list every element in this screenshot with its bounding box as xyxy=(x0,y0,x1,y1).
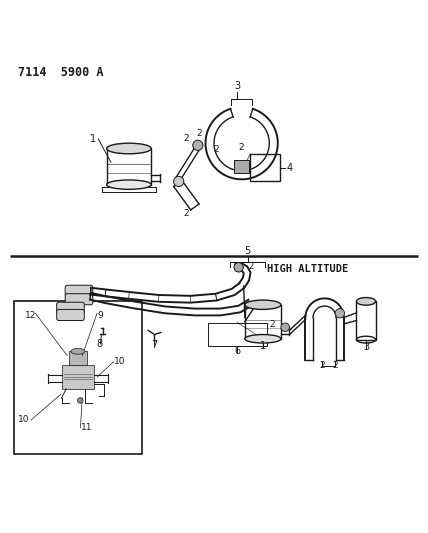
Bar xyxy=(68,351,87,365)
Ellipse shape xyxy=(357,297,376,305)
Bar xyxy=(14,301,142,454)
Circle shape xyxy=(281,323,289,332)
Text: 8: 8 xyxy=(96,340,102,349)
Bar xyxy=(250,154,280,181)
Bar xyxy=(357,301,376,340)
FancyBboxPatch shape xyxy=(65,294,93,305)
Text: 2: 2 xyxy=(249,262,254,271)
FancyBboxPatch shape xyxy=(56,310,84,320)
Text: 2: 2 xyxy=(196,128,202,138)
Text: 3: 3 xyxy=(363,342,369,352)
Text: 2: 2 xyxy=(213,144,219,154)
Text: 7: 7 xyxy=(152,340,158,350)
Text: 11: 11 xyxy=(80,423,92,432)
Ellipse shape xyxy=(107,180,151,189)
FancyBboxPatch shape xyxy=(56,302,84,313)
Ellipse shape xyxy=(245,335,281,343)
Text: 3: 3 xyxy=(234,81,241,91)
Text: 10: 10 xyxy=(18,415,30,424)
Bar xyxy=(234,160,249,173)
Text: 10: 10 xyxy=(114,357,125,366)
Ellipse shape xyxy=(107,143,151,154)
Text: 12: 12 xyxy=(25,311,36,320)
Text: 2: 2 xyxy=(184,134,189,143)
Text: 2: 2 xyxy=(239,142,244,151)
Circle shape xyxy=(193,140,203,150)
Text: 1: 1 xyxy=(90,134,96,144)
Circle shape xyxy=(174,176,184,187)
FancyBboxPatch shape xyxy=(65,285,93,296)
Ellipse shape xyxy=(245,300,281,310)
Text: 2: 2 xyxy=(184,209,189,219)
Text: 7114  5900 A: 7114 5900 A xyxy=(18,66,104,79)
Text: 9: 9 xyxy=(97,311,103,320)
Text: 2: 2 xyxy=(269,320,275,329)
Text: 6: 6 xyxy=(234,346,241,356)
Ellipse shape xyxy=(71,349,85,354)
Circle shape xyxy=(77,398,83,403)
Text: 1: 1 xyxy=(260,342,266,351)
Text: 2: 2 xyxy=(333,361,338,370)
Text: 4: 4 xyxy=(286,163,292,173)
Circle shape xyxy=(234,263,244,272)
Bar xyxy=(208,322,267,346)
Text: 2: 2 xyxy=(320,361,325,370)
Text: 5: 5 xyxy=(244,246,251,256)
Circle shape xyxy=(335,309,345,318)
Bar xyxy=(62,365,94,389)
Text: HIGH ALTITUDE: HIGH ALTITUDE xyxy=(267,264,348,274)
